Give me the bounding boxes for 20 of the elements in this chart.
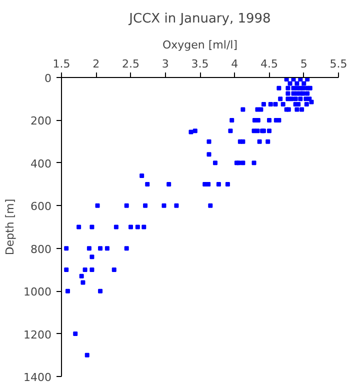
y-tick-label: 600 bbox=[30, 200, 52, 214]
x-tick-label: 4 bbox=[231, 58, 238, 70]
y-axis-title: Depth [m] bbox=[4, 198, 17, 256]
x-tick-label: 5 bbox=[300, 58, 308, 70]
x-tick-label: 2.5 bbox=[122, 58, 140, 70]
y-tick-label: 1200 bbox=[24, 328, 52, 342]
y-tick-label: 1400 bbox=[24, 371, 52, 384]
x-tick-label: 5.5 bbox=[330, 58, 348, 70]
y-tick-label: 1000 bbox=[24, 286, 52, 299]
x-tick-label: 4.5 bbox=[260, 58, 278, 70]
x-tick-label: 3 bbox=[162, 58, 169, 70]
x-axis-title: Oxygen [ml/l] bbox=[162, 38, 238, 52]
chart-title: JCCX in January, 1998 bbox=[128, 12, 271, 26]
x-tick-label: 1.5 bbox=[52, 58, 70, 70]
y-tick-label: 0 bbox=[44, 72, 52, 85]
x-tick-label: 2 bbox=[92, 58, 100, 70]
y-tick-label: 800 bbox=[30, 242, 52, 256]
y-tick-label: 400 bbox=[30, 157, 52, 170]
x-tick-label: 3.5 bbox=[191, 58, 209, 70]
y-tick-label: 200 bbox=[30, 114, 52, 128]
